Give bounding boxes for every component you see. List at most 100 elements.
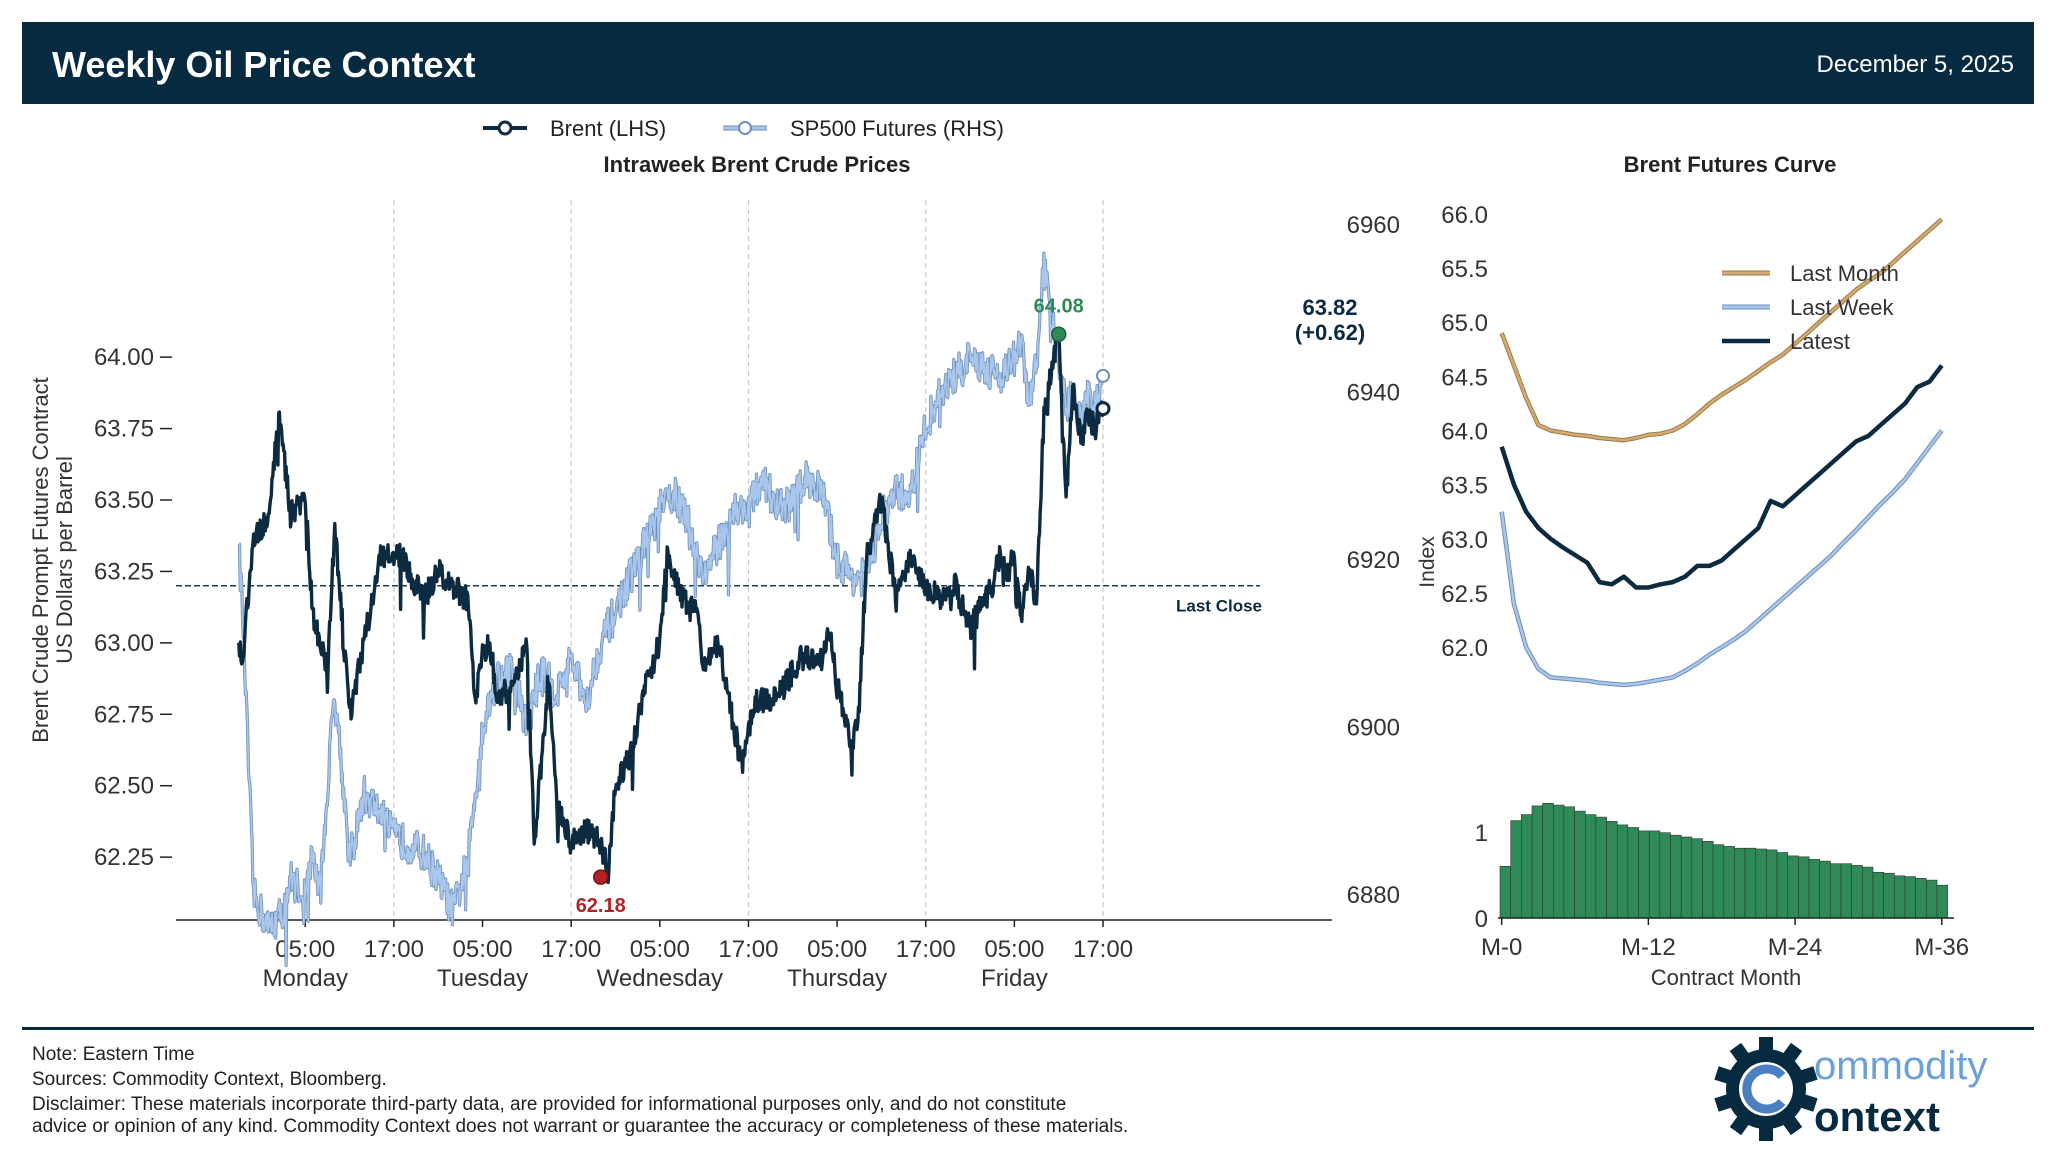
hist-bar [1702,840,1714,919]
main-x-tick-label: 05:00 [630,936,690,963]
curve-legend-last-month-label: Last Month [1790,261,1899,286]
main-x-day-label: Tuesday [437,965,528,992]
hist-bar [1712,844,1725,919]
hist-bar [1819,860,1831,919]
main-y-tick-label: 62.25 [94,844,154,871]
hist-bar [1723,846,1735,919]
hist-bar [1787,855,1799,919]
hist-bar [1606,821,1618,919]
hist-y-tick-label: 0 [1475,906,1488,933]
main-y-tick-label: 64.00 [94,344,154,371]
hist-bar [1808,859,1820,919]
main-y-tick-label: 63.00 [94,630,154,657]
curve-x-label: Contract Month [1651,965,1801,990]
hist-bar [1840,863,1852,919]
main-y-label-2: US Dollars per Barrel [52,456,77,664]
main-chart-title: Intraweek Brent Crude Prices [604,152,911,177]
hist-bar [1872,871,1884,919]
logo-word-top: ommodity [1814,1044,1987,1088]
main-x-tick-label: 17:00 [1073,936,1133,963]
commodity-context-logo: ommodity ontext [1714,1037,1987,1141]
latest-change-label: (+0.62) [1295,320,1365,345]
curve-legend-last-week-label: Last Week [1790,295,1895,320]
hist-bar [1553,804,1565,919]
curve-y-tick-label: 65.5 [1441,256,1488,283]
main-y-tick-label: 63.50 [94,487,154,514]
hist-bar [1574,810,1586,919]
hist-bar [1862,866,1874,919]
sp500-series-line [238,252,1104,967]
main-x-day-label: Monday [263,965,348,992]
header-bar: Weekly Oil Price Context December 5, 202… [22,22,2034,104]
main-x-tick-label: 17:00 [896,936,956,963]
hist-bar [1521,814,1533,919]
main-x-tick-label: 05:00 [807,936,867,963]
curve-chart: 66.0 65.5 65.0 64.5 64.0 63.5 63.0 62.5 62.0 Inde… [1416,202,1944,688]
curve-y-tick-label: 65.0 [1441,310,1488,337]
hist-bar [1510,820,1522,919]
high-marker [1050,326,1067,343]
brent-series-line [237,332,1105,885]
page-title: Weekly Oil Price Context [52,44,476,85]
legend-brent-label: Brent (LHS) [550,116,666,141]
hist-bar [1659,832,1671,919]
legend-sp500-label: SP500 Futures (RHS) [790,116,1004,141]
main-x-day-label: Thursday [787,965,887,992]
curve-x-tick-label: M-24 [1768,934,1823,961]
gear-tooth [1759,1037,1773,1053]
hist-bar [1531,805,1543,919]
low-marker [592,869,609,885]
main-x-tick-label: 17:00 [364,936,424,963]
hist-bar [1926,879,1938,919]
hist-bar [1744,847,1757,919]
hist-bar [1830,863,1842,919]
main-y2-tick-label: 6960 [1347,212,1400,239]
hist-bar [1915,877,1927,919]
main-x-tick-label: 17:00 [718,936,778,963]
hist-bar [1691,838,1703,919]
curve-y-tick-label: 64.5 [1441,364,1488,391]
hist-bar [1883,872,1895,919]
curve-y-tick-label: 63.0 [1441,527,1488,554]
hist-bar [1851,865,1863,919]
brent-latest-marker [1095,401,1111,417]
footer-disclaimer-line2: advice or opinion of any kind. Commodity… [32,1116,1129,1137]
main-x-tick-label: 17:00 [541,936,601,963]
logo-word-bottom: ontext [1814,1093,1940,1140]
main-chart: 64.00 63.75 63.50 63.25 63.00 62.75 62.50 62.25… [28,200,1400,992]
hist-bar [1936,884,1948,919]
sp500-latest-marker [1096,368,1111,383]
curve-histogram: 1 0M-0 M-12 M-24 M-36 Contract Month [1475,802,1969,990]
hist-bar [1542,802,1554,919]
hist-bar [1680,836,1693,919]
hist-bar [1776,852,1789,919]
footer-sources: Sources: Commodity Context, Bloomberg. [32,1069,387,1090]
gear-icon [1714,1037,1818,1141]
curve-y-tick-label: 66.0 [1441,202,1488,229]
low-label: 62.18 [576,895,626,917]
hist-bar [1616,824,1629,919]
main-y2-tick-label: 6900 [1347,714,1400,741]
hist-bar [1585,814,1597,919]
curve-x-tick-label: M-12 [1621,934,1676,961]
main-y-tick-label: 62.75 [94,701,154,728]
main-y2-tick-label: 6880 [1347,882,1400,909]
hist-y-tick-label: 1 [1475,820,1488,847]
main-y-tick-label: 63.25 [94,558,154,585]
curve-y-tick-label: 62.0 [1441,635,1488,662]
hist-bar [1904,876,1916,919]
main-x-day-label: Friday [981,965,1048,992]
main-y-tick-label: 62.50 [94,773,154,800]
hist-bar [1734,847,1746,919]
hist-bar [1798,856,1810,919]
curve-y-tick-label: 63.5 [1441,473,1488,500]
hist-bar [1755,848,1767,919]
main-y-label-1: Brent Crude Prompt Futures Contract [28,377,53,743]
hist-bar [1670,834,1682,919]
main-x-tick-label: 05:00 [453,936,513,963]
curve-series-last-month-outline [1499,217,1944,443]
curve-y-tick-label: 64.0 [1441,418,1488,445]
hist-bar [1894,875,1906,919]
hist-bar [1627,827,1639,919]
